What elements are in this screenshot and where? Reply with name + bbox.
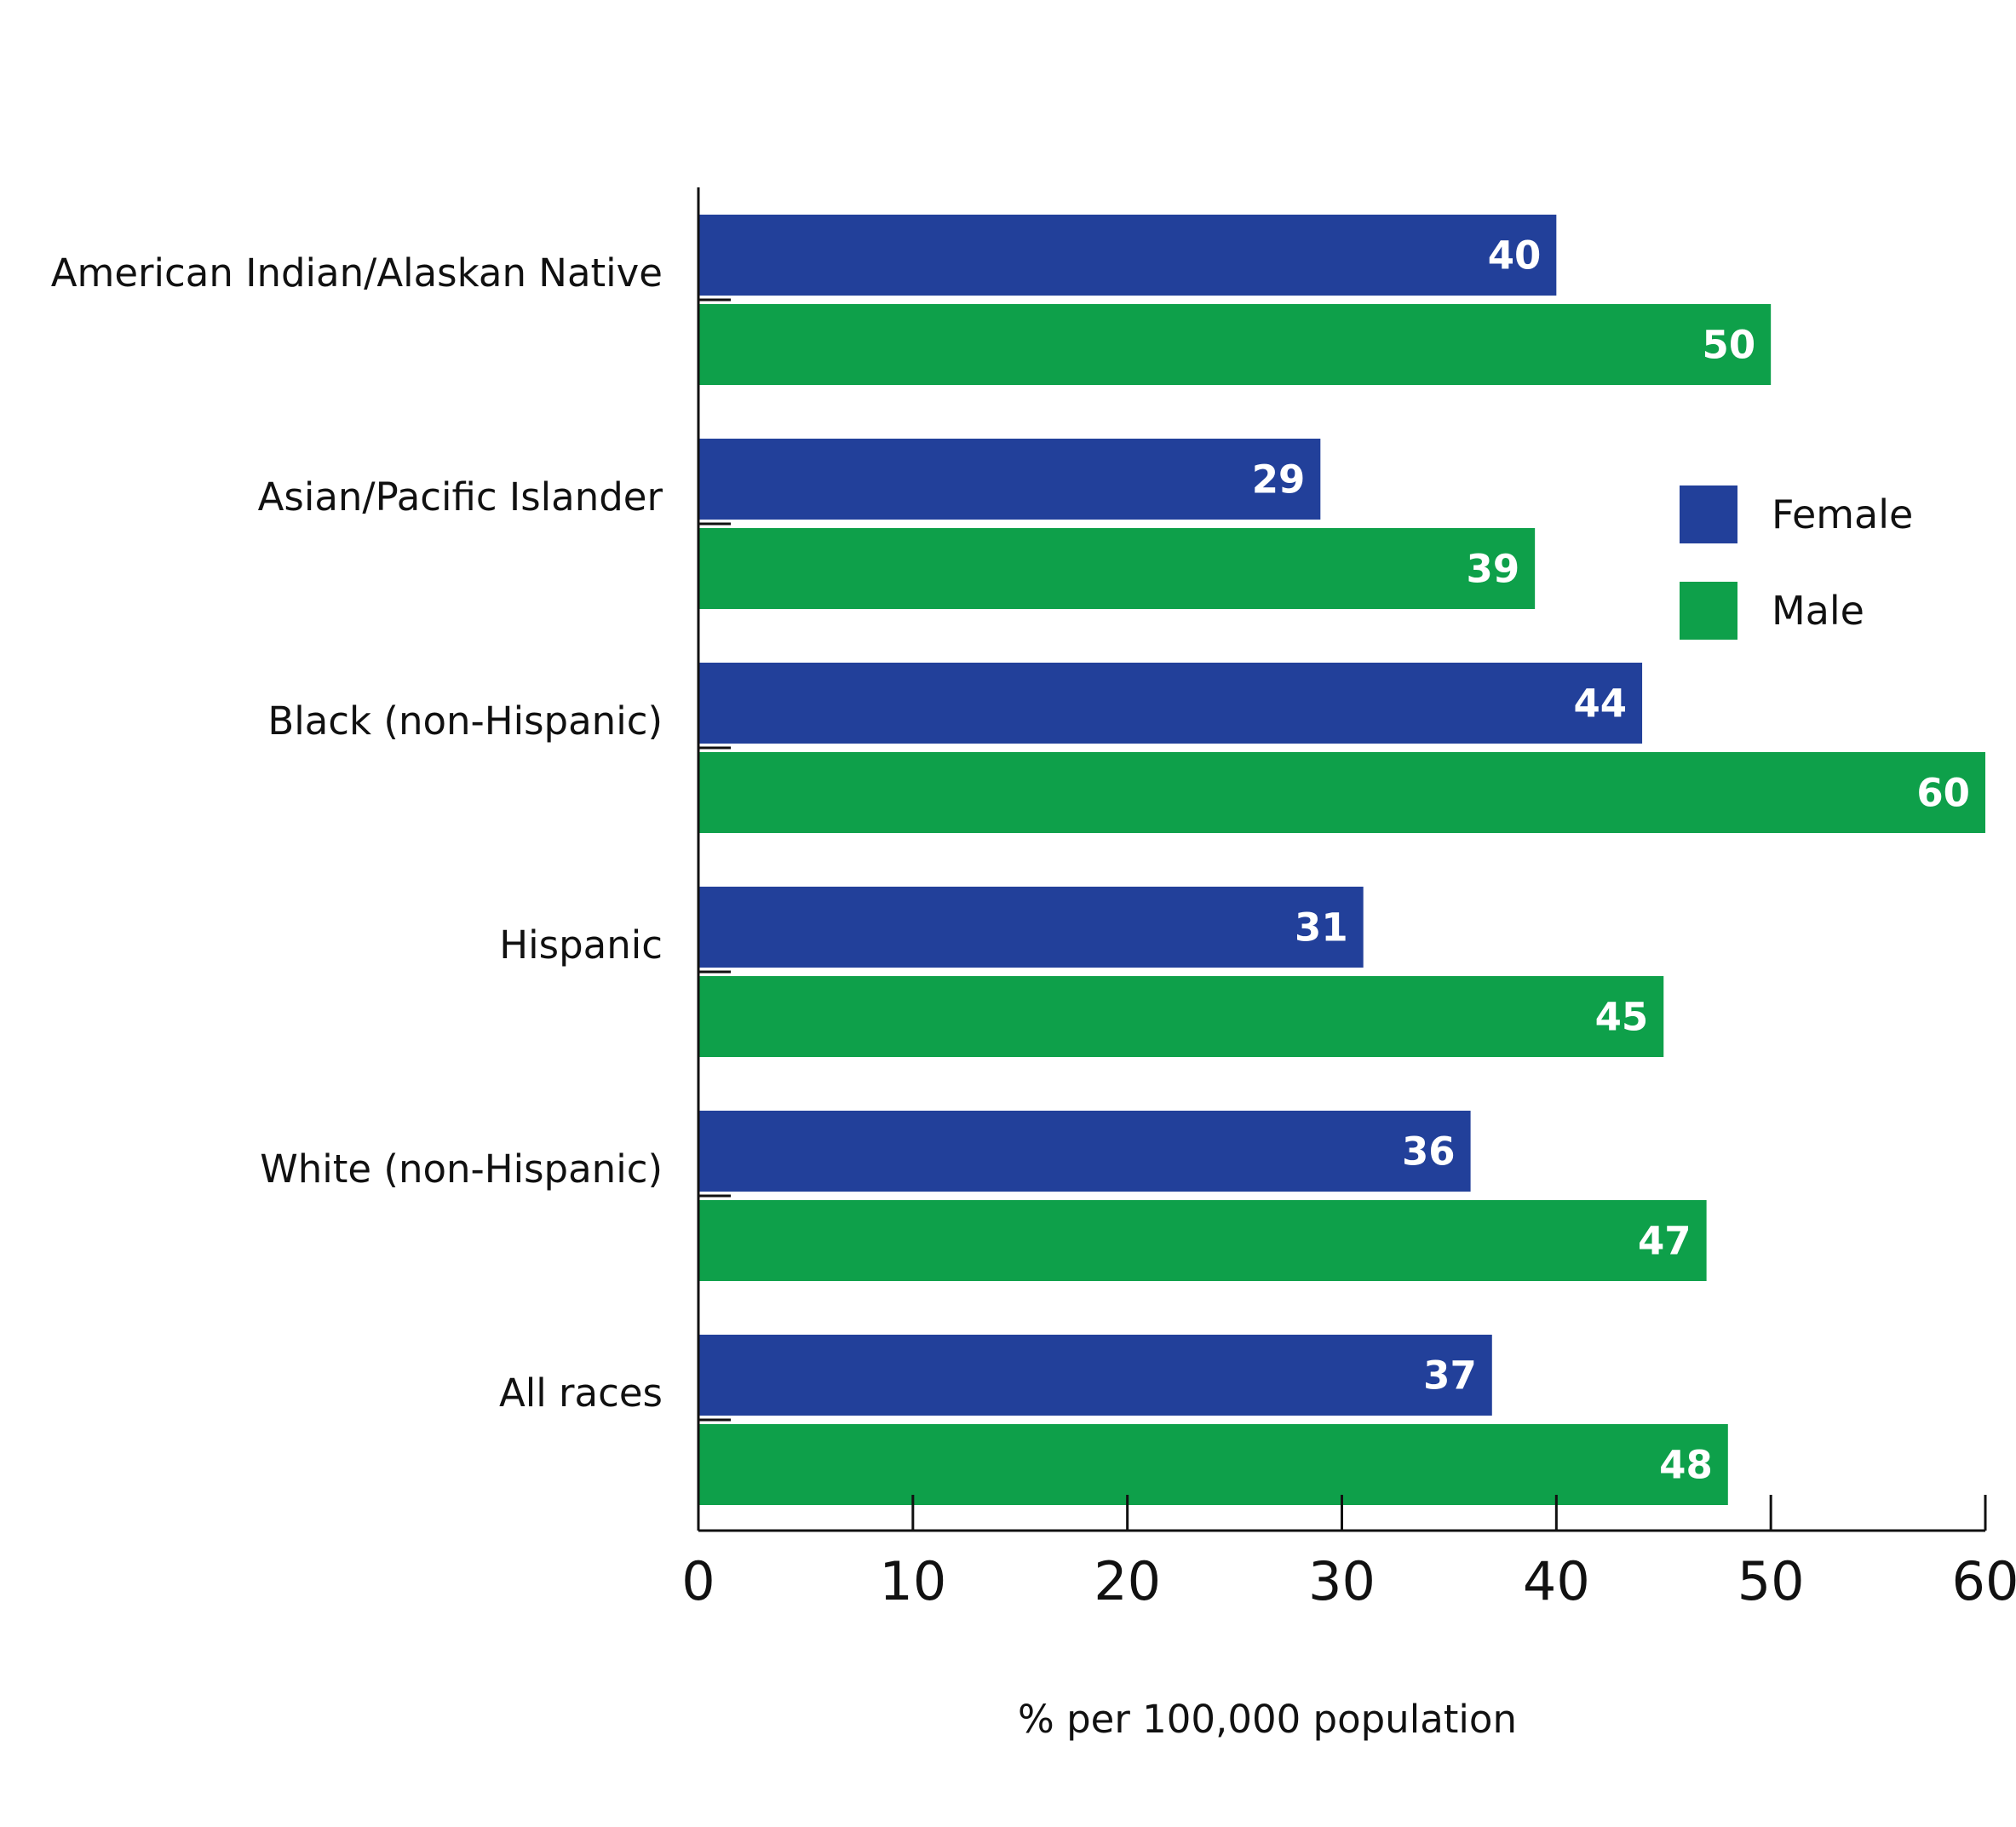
- bar-value-label: 36: [1402, 1129, 1456, 1175]
- bar-value-label: 48: [1659, 1443, 1713, 1488]
- bar-value-label: 45: [1595, 995, 1649, 1040]
- bar-male-4: [698, 1200, 1707, 1281]
- x-tick-label: 30: [1308, 1550, 1376, 1612]
- bar-value-label: 31: [1295, 905, 1348, 951]
- bar-female-2: [698, 663, 1643, 744]
- x-tick-label: 60: [1952, 1550, 2016, 1612]
- bar-male-1: [698, 528, 1536, 609]
- category-label: White (non-Hispanic): [260, 1146, 663, 1192]
- bar-female-1: [698, 439, 1321, 520]
- x-tick-label: 10: [879, 1550, 946, 1612]
- bar-value-label: 44: [1573, 681, 1627, 727]
- category-label: Black (non-Hispanic): [267, 698, 663, 744]
- category-label: Asian/Pacific Islander: [258, 474, 663, 520]
- x-tick-label: 0: [681, 1550, 715, 1612]
- x-tick-label: 50: [1737, 1550, 1805, 1612]
- bar-value-label: 40: [1488, 233, 1542, 279]
- bar-female-3: [698, 887, 1364, 968]
- bar-male-0: [698, 304, 1772, 385]
- bar-female-4: [698, 1111, 1471, 1192]
- category-label: Hispanic: [499, 922, 663, 968]
- x-tick-label: 20: [1094, 1550, 1161, 1612]
- labels-layer: 40 50 American Indian/Alaskan Native 29 39 As…: [51, 233, 2016, 1613]
- category-label: American Indian/Alaskan Native: [51, 250, 663, 296]
- category-label: All races: [499, 1370, 663, 1416]
- bar-female-0: [698, 215, 1557, 296]
- x-axis-title: % per 100,000 population: [1018, 1697, 1517, 1742]
- legend-label-male: Male: [1772, 588, 1864, 634]
- legend-swatch-female: [1680, 485, 1737, 543]
- legend: Female Male: [1680, 485, 1913, 640]
- axes-layer: [697, 187, 1987, 1532]
- legend-swatch-male: [1680, 582, 1737, 640]
- legend-label-female: Female: [1772, 491, 1913, 537]
- x-tick-label: 40: [1523, 1550, 1590, 1612]
- bar-value-label: 50: [1703, 323, 1756, 368]
- bar-value-label: 60: [1916, 771, 1970, 816]
- bars-layer: [698, 215, 1985, 1505]
- bar-male-3: [698, 976, 1664, 1057]
- bar-value-label: 29: [1252, 457, 1306, 503]
- bar-female-5: [698, 1335, 1492, 1416]
- bar-value-label: 37: [1423, 1353, 1477, 1399]
- bar-value-label: 47: [1638, 1219, 1691, 1264]
- bar-male-2: [698, 752, 1985, 833]
- bar-male-5: [698, 1424, 1728, 1505]
- bar-value-label: 39: [1467, 547, 1520, 592]
